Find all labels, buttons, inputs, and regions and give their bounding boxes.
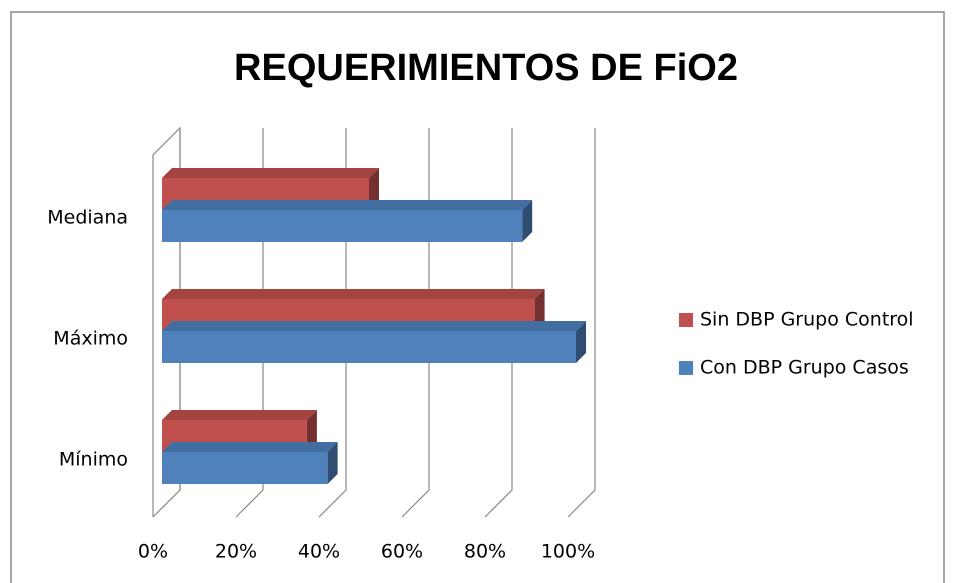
bar <box>162 200 533 242</box>
x-tick-label: 40% <box>298 541 340 563</box>
x-tick-label: 0% <box>138 541 168 563</box>
bar-top <box>162 442 338 452</box>
grid-line <box>484 128 513 518</box>
legend-swatch <box>679 313 693 327</box>
x-tick-label: 60% <box>381 541 423 563</box>
bar-top <box>162 410 317 420</box>
bar-side <box>534 289 545 331</box>
grid-line <box>152 128 181 518</box>
grid-line <box>401 128 430 518</box>
x-tick-label: 80% <box>464 541 506 563</box>
bar-side <box>327 442 338 484</box>
y-tick-label: Mediana <box>47 207 128 229</box>
bar-side <box>369 168 379 210</box>
grid-line <box>318 128 347 518</box>
x-tick-label: 100% <box>541 541 595 563</box>
y-tick-label: Mínimo <box>59 449 128 471</box>
legend-label: Con DBP Grupo Casos <box>700 357 909 379</box>
grid-line <box>567 128 596 518</box>
bar-side <box>522 200 533 242</box>
x-tick-label: 20% <box>215 541 257 563</box>
bar-top <box>162 168 379 178</box>
bar <box>162 442 338 484</box>
bar-front <box>162 452 328 484</box>
bar-front <box>162 331 576 363</box>
bar-top <box>162 289 545 299</box>
bar-side <box>576 321 586 363</box>
chart-title: REQUERIMIENTOS DE FiO2 <box>234 47 738 89</box>
bar-front <box>162 210 523 242</box>
legend-swatch <box>679 361 693 375</box>
y-tick-label: Máximo <box>53 328 128 350</box>
bar <box>162 321 586 363</box>
bar-side <box>306 410 317 452</box>
legend-label: Sin DBP Grupo Control <box>700 309 914 331</box>
grid-line <box>235 128 264 518</box>
bar-top <box>162 200 533 210</box>
bar-top <box>162 321 586 331</box>
